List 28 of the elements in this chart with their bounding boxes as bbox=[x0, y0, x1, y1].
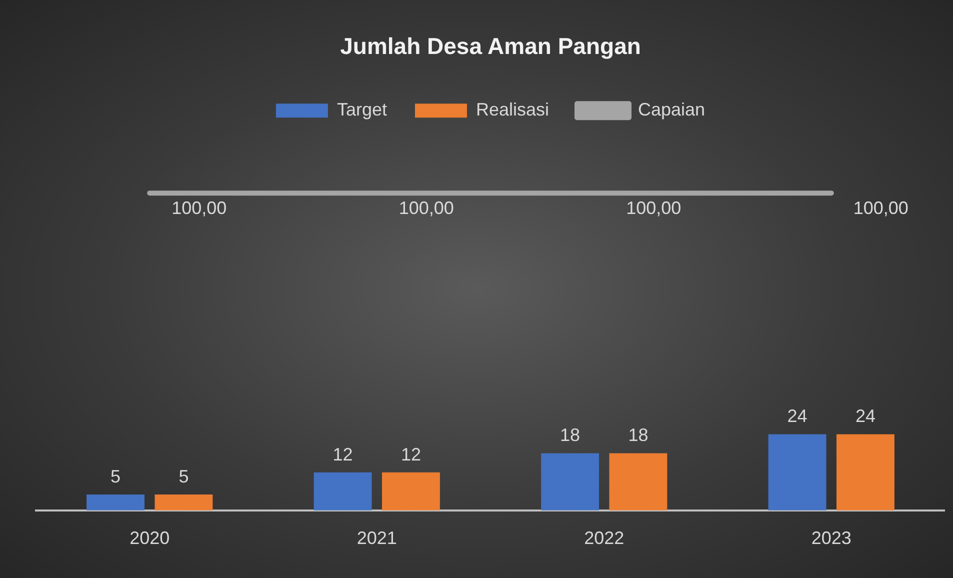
data-label: 18 bbox=[560, 425, 580, 446]
data-label: 100,00 bbox=[398, 198, 454, 218]
bar bbox=[382, 472, 440, 510]
data-label: 24 bbox=[855, 406, 876, 426]
x-tick-label: 2023 bbox=[811, 528, 852, 548]
bar bbox=[86, 494, 145, 510]
legend-label: Target bbox=[336, 100, 387, 120]
bar bbox=[154, 494, 213, 510]
legend-label: Realisasi bbox=[476, 100, 550, 120]
bar bbox=[768, 434, 826, 510]
x-tick-label: 2021 bbox=[356, 528, 397, 548]
x-tick-label: 2020 bbox=[130, 528, 170, 548]
bar bbox=[609, 453, 668, 510]
chart-title: Jumlah Desa Aman Pangan bbox=[340, 33, 641, 60]
bar bbox=[314, 472, 372, 510]
data-label: 100,00 bbox=[172, 198, 227, 218]
data-label: 18 bbox=[628, 425, 648, 446]
data-label: 5 bbox=[110, 466, 121, 486]
data-label: 12 bbox=[400, 444, 421, 464]
bar bbox=[541, 453, 600, 510]
x-tick-label: 2022 bbox=[584, 528, 624, 548]
data-label: 12 bbox=[332, 444, 353, 464]
legend-label: Capaian bbox=[638, 100, 706, 120]
data-label: 24 bbox=[787, 406, 808, 426]
bar bbox=[836, 434, 894, 510]
data-label: 5 bbox=[178, 466, 189, 486]
data-label: 100,00 bbox=[853, 198, 908, 218]
data-label: 100,00 bbox=[626, 198, 682, 218]
